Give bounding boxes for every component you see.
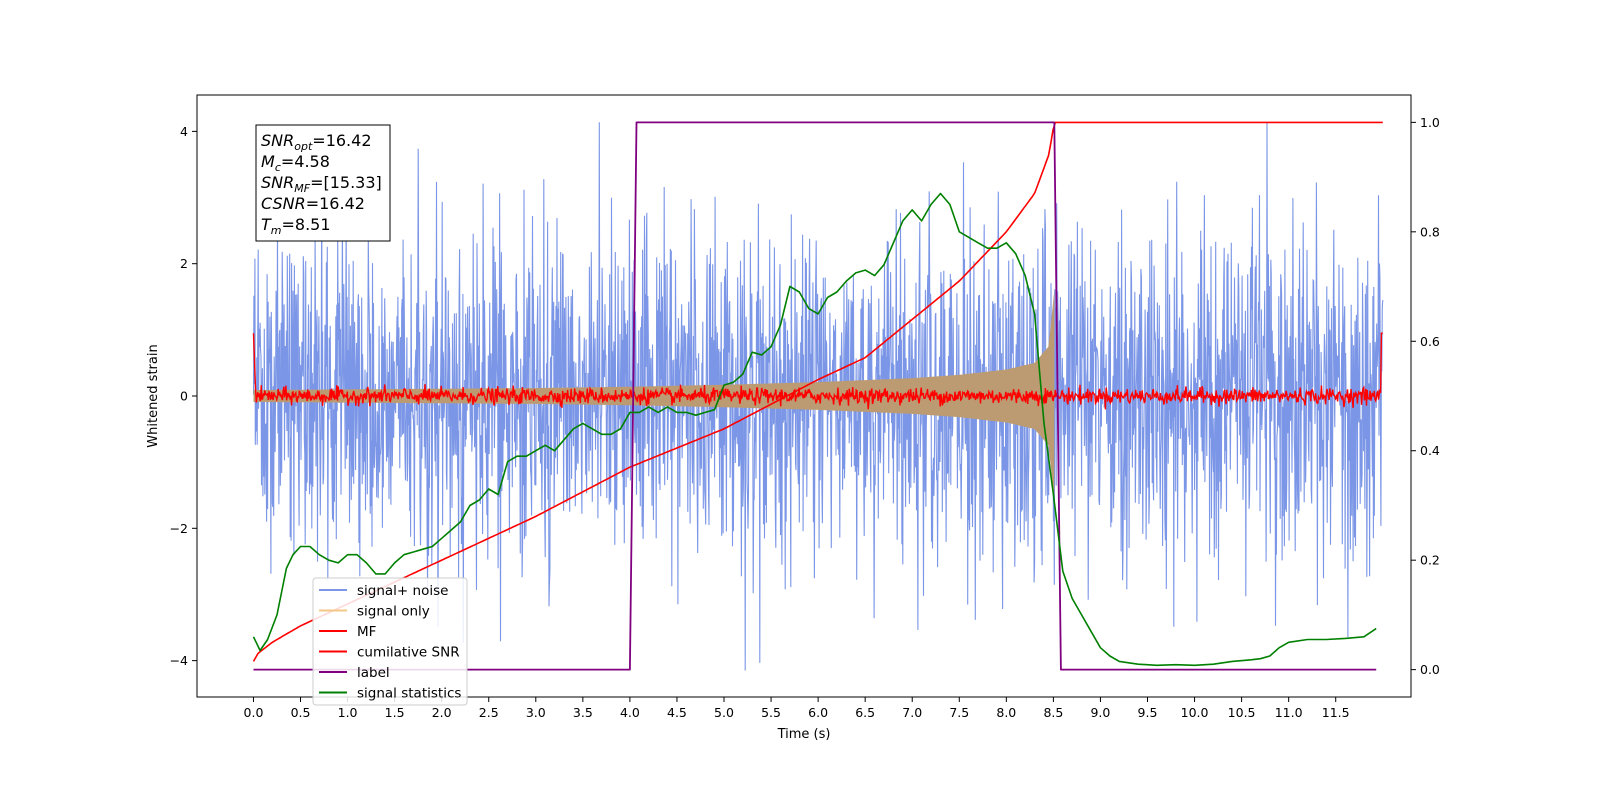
y2-axis-ticks: 1.0 0.8 0.6 0.4 0.2 0.0 xyxy=(1411,115,1440,677)
y-tick-label: 4 xyxy=(180,124,188,139)
y2-tick-label: 1.0 xyxy=(1420,115,1440,130)
legend-entry-label: signal+ noise xyxy=(357,583,448,599)
series-signal-noise-line xyxy=(252,121,1384,671)
y-axis-ticks: 4 2 0 −2 −4 xyxy=(170,124,197,668)
annotation-line: SNRopt=16.42 xyxy=(261,131,372,153)
x-tick-label: 8.5 xyxy=(1043,705,1063,720)
legend-entry-label: signal statistics xyxy=(357,686,461,702)
x-tick-label: 11.0 xyxy=(1275,705,1303,720)
y-tick-label: 0 xyxy=(180,389,188,404)
y-axis-label: Whitened strain xyxy=(146,344,161,447)
x-tick-label: 10.5 xyxy=(1228,705,1256,720)
x-tick-label: 6.5 xyxy=(855,705,875,720)
y-tick-label: 2 xyxy=(180,256,188,271)
legend-entry-label: cumilative SNR xyxy=(357,645,460,661)
legend-entry-label: label xyxy=(357,665,390,681)
y-tick-label: −2 xyxy=(170,521,188,536)
annotation-value: =16.42 xyxy=(306,194,365,213)
x-tick-label: 3.0 xyxy=(526,705,546,720)
annotation-symbol: SNR xyxy=(261,131,294,150)
x-tick-label: 1.5 xyxy=(385,705,405,720)
annotation-frame xyxy=(255,124,391,242)
series-mf-line xyxy=(252,332,1383,410)
annotation-symbol: SNR xyxy=(261,173,294,192)
annotation-subscript: m xyxy=(271,224,282,237)
annotation-subscript: c xyxy=(275,161,281,174)
annotation-line: CSNR=16.42 xyxy=(261,194,365,213)
annotation-subscript: opt xyxy=(294,140,313,153)
x-tick-label: 7.5 xyxy=(949,705,969,720)
legend-entry-label: signal only xyxy=(357,604,430,620)
x-tick-label: 5.5 xyxy=(761,705,781,720)
series-cumulative-snr-line xyxy=(252,121,1383,662)
annotation-value: =4.58 xyxy=(281,152,330,171)
x-tick-label: 6.0 xyxy=(808,705,828,720)
x-axis-label: Time (s) xyxy=(777,727,831,742)
x-tick-label: 2.0 xyxy=(432,705,452,720)
series-signal-statistics-line xyxy=(252,192,1377,667)
x-tick-label: 0.0 xyxy=(244,705,264,720)
annotation-value: =16.42 xyxy=(312,131,371,150)
y2-tick-label: 0.2 xyxy=(1420,553,1440,568)
annotation-symbol: T xyxy=(261,215,272,234)
x-tick-label: 9.5 xyxy=(1138,705,1158,720)
y2-tick-label: 0.0 xyxy=(1420,662,1440,677)
annotation-value: =8.51 xyxy=(282,215,331,234)
annotation-box: SNRopt=16.42Mc=4.58SNRMF=[15.33]CSNR=16.… xyxy=(255,124,391,242)
annotation-line: Tm=8.51 xyxy=(261,215,331,237)
x-tick-label: 9.0 xyxy=(1090,705,1110,720)
x-tick-label: 4.0 xyxy=(620,705,640,720)
x-tick-label: 7.0 xyxy=(902,705,922,720)
annotation-line: SNRMF=[15.33] xyxy=(261,173,382,195)
x-tick-label: 2.5 xyxy=(479,705,499,720)
x-tick-label: 4.5 xyxy=(667,705,687,720)
x-tick-label: 3.5 xyxy=(573,705,593,720)
annotation-line: Mc=4.58 xyxy=(261,152,330,174)
legend: signal+ noise signal only MF cumilative SNR… xyxy=(312,577,468,706)
x-tick-label: 10.0 xyxy=(1181,705,1209,720)
annotation-symbol: CSNR xyxy=(261,194,306,213)
x-tick-label: 8.0 xyxy=(996,705,1016,720)
annotation-value: =[15.33] xyxy=(310,173,382,192)
y-tick-label: −4 xyxy=(170,653,188,668)
series-label-line xyxy=(253,121,1377,671)
x-tick-label: 0.5 xyxy=(291,705,311,720)
legend-frame xyxy=(312,577,468,706)
y2-tick-label: 0.8 xyxy=(1420,224,1440,239)
plot-area xyxy=(252,121,1384,671)
annotation-subscript: MF xyxy=(294,182,310,195)
legend-entry-label: MF xyxy=(357,624,376,640)
annotation-symbol: M xyxy=(261,152,275,171)
x-axis-ticks: 0.0 0.5 1.0 1.5 2.0 2.5 3.0 3.5 4.0 4.5 5.0 5.5 6.0 6… xyxy=(244,697,1350,720)
x-tick-label: 1.0 xyxy=(338,705,358,720)
x-tick-label: 11.5 xyxy=(1322,705,1350,720)
x-tick-label: 5.0 xyxy=(714,705,734,720)
y2-tick-label: 0.6 xyxy=(1420,334,1440,349)
y2-tick-label: 0.4 xyxy=(1420,443,1440,458)
